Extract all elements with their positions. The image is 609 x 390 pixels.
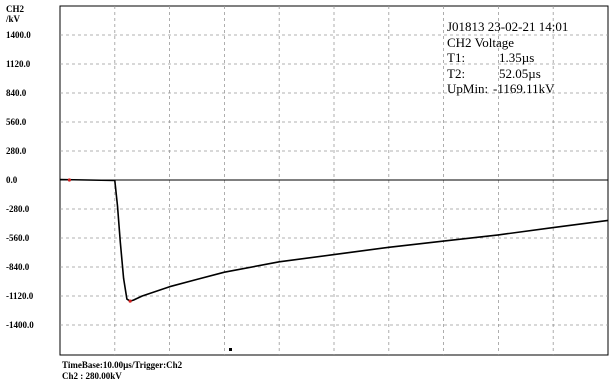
info-record-line: J01813 23-02-21 14:01 <box>447 19 568 34</box>
t1-marker <box>67 178 71 182</box>
y-tick-label: -1120.0 <box>6 291 34 301</box>
y-tick-labels: 1400.0 1120.0 840.0 560.0 280.0 0.0 -280.0 -560… <box>6 30 34 330</box>
y-tick-label: 280.0 <box>6 146 27 156</box>
info-upmin-value: -1169.11kV <box>493 81 555 96</box>
info-t2-label: T2: <box>447 66 465 81</box>
info-t2-value: 52.05µs <box>499 66 541 81</box>
series-line <box>59 178 609 302</box>
y-tick-label: 840.0 <box>6 88 27 98</box>
info-upmin-label: UpMin: <box>447 81 488 96</box>
y-axis-label-channel: CH2 <box>6 4 25 14</box>
y-tick-label: -560.0 <box>6 233 30 243</box>
y-tick-label: -280.0 <box>6 204 30 214</box>
upmin-marker <box>128 299 132 303</box>
y-tick-label: 1120.0 <box>6 59 31 69</box>
trigger-marker <box>229 348 232 351</box>
y-tick-label: 560.0 <box>6 117 27 127</box>
waveform-trace <box>59 178 609 303</box>
grid <box>59 5 609 356</box>
info-channel-title: CH2 Voltage <box>447 35 514 50</box>
info-t1-value: 1.35µs <box>499 50 534 65</box>
y-tick-label: -1400.0 <box>6 320 34 330</box>
info-panel: J01813 23-02-21 14:01 CH2 Voltage T1: 1.… <box>447 19 568 96</box>
footer-channel-scale: Ch2 : 280.00kV <box>62 371 122 381</box>
y-tick-label: 0.0 <box>6 175 18 185</box>
info-t1-label: T1: <box>447 50 465 65</box>
y-tick-label: 1400.0 <box>6 30 31 40</box>
footer-timebase: TimeBase:10.00µs/Trigger:Ch2 <box>62 360 183 370</box>
y-tick-label: -840.0 <box>6 262 30 272</box>
y-axis-label-unit: /kV <box>5 14 21 24</box>
